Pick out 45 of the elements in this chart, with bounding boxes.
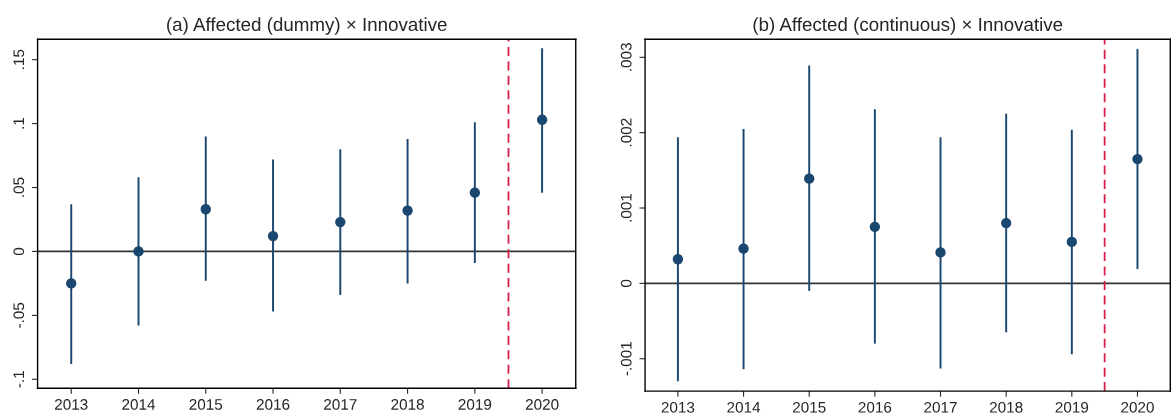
y-tick-label: .001	[620, 193, 632, 222]
x-tick-label: 2018	[391, 399, 424, 410]
point	[469, 187, 480, 198]
x-tick-label: 2013	[661, 401, 695, 413]
x-tick-label: 2016	[858, 401, 892, 413]
y-tick-label: 0	[620, 279, 632, 288]
x-tick-label: 2018	[989, 401, 1023, 413]
y-tick-label: .05	[13, 177, 25, 197]
point	[1132, 153, 1143, 165]
y-tick-label: .002	[620, 118, 632, 147]
point	[1066, 236, 1077, 248]
x-tick-label: 2020	[1121, 401, 1154, 413]
y-tick-label: -.1	[13, 371, 25, 388]
point	[402, 205, 413, 216]
y-tick-label: .003	[620, 43, 632, 71]
point	[1001, 217, 1012, 229]
point	[133, 246, 144, 257]
point	[672, 254, 684, 265]
point	[66, 278, 77, 289]
point	[335, 216, 346, 228]
point	[200, 204, 211, 215]
x-tick-label: 2016	[256, 399, 290, 410]
y-tick-label: 0	[13, 247, 25, 256]
point	[267, 230, 279, 242]
x-tick-label: 2014	[122, 399, 156, 410]
x-tick-label: 2020	[525, 399, 559, 410]
x-tick-label: 2013	[55, 399, 88, 410]
y-tick-label: -.001	[620, 342, 632, 376]
y-tick-label: .15	[13, 49, 25, 69]
x-tick-label: 2017	[924, 401, 957, 413]
chart-title: (a) Affected (dummy) × Innovative	[167, 17, 447, 35]
x-tick-label: 2019	[458, 399, 492, 410]
point	[869, 221, 881, 232]
x-tick-label: 2015	[189, 399, 223, 410]
point	[935, 247, 946, 258]
point	[804, 173, 815, 184]
point	[536, 114, 548, 125]
x-tick-label: 2017	[324, 399, 357, 410]
y-tick-label: -.05	[13, 302, 25, 328]
x-tick-label: 2015	[792, 401, 826, 413]
point	[738, 243, 749, 254]
y-tick-label: .1	[13, 117, 25, 129]
chart-title: (b) Affected (continuous) × Innovative	[753, 17, 1063, 35]
x-tick-label: 2019	[1055, 401, 1089, 413]
x-tick-label: 2014	[727, 401, 761, 413]
